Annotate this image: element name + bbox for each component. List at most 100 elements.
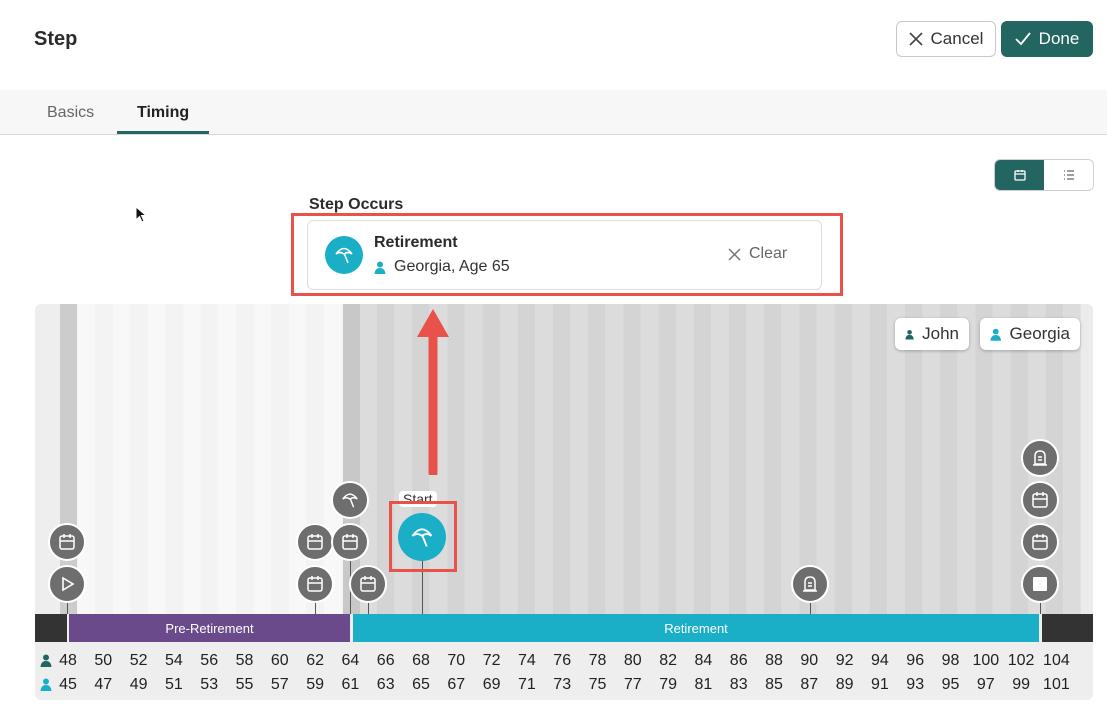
phase-pre-retirement[interactable]: Pre-Retirement — [69, 614, 350, 642]
umbrella-event[interactable] — [331, 481, 369, 519]
tab-basics[interactable]: Basics — [47, 104, 95, 121]
john-age-label: 76 — [553, 652, 572, 669]
georgia-age-label: 75 — [588, 676, 607, 693]
annotation-arrow — [417, 309, 449, 475]
year-column — [236, 304, 254, 614]
john-age-label: 80 — [623, 652, 642, 669]
john-age-label: 88 — [765, 652, 783, 669]
john-age-label: 86 — [729, 652, 748, 669]
john-age-label: 78 — [588, 652, 607, 669]
georgia-age-label: 77 — [623, 676, 642, 693]
year-column — [183, 304, 201, 614]
cancel-label: Cancel — [930, 29, 984, 48]
close-icon — [908, 32, 923, 46]
retirement-start-event[interactable] — [398, 513, 446, 561]
john-age-label: 50 — [94, 652, 113, 669]
calendar-event[interactable] — [349, 565, 387, 603]
year-column — [975, 304, 993, 614]
calendar-event[interactable] — [296, 523, 334, 561]
georgia-age-label: 65 — [412, 676, 430, 693]
year-column — [728, 304, 747, 614]
step-occurs-card[interactable]: Retirement Georgia, Age 65 Clear — [307, 220, 822, 290]
georgia-age-label: 59 — [306, 676, 324, 693]
john-age-label: 54 — [164, 652, 183, 669]
legend-john[interactable]: John — [895, 318, 969, 350]
georgia-age-label: 95 — [941, 676, 960, 693]
check-icon — [1015, 32, 1031, 46]
year-column — [711, 304, 729, 614]
calendar-icon — [1032, 534, 1048, 550]
tombstone-event[interactable] — [1021, 439, 1059, 477]
georgia-age-label: 63 — [376, 676, 395, 693]
timeline: John Georgia Start — [35, 304, 1093, 700]
john-age-label: 102 — [1007, 652, 1035, 669]
john-age-label: 62 — [306, 652, 324, 669]
play-event[interactable] — [48, 565, 86, 603]
john-age-label: 82 — [659, 652, 677, 669]
mouse-cursor-icon — [135, 206, 147, 223]
john-age-label: 48 — [59, 652, 77, 669]
year-column — [130, 304, 148, 614]
john-age-label: 92 — [835, 652, 854, 669]
page-title: Step — [34, 28, 78, 50]
calendar-event[interactable] — [48, 523, 86, 561]
john-age-label: 72 — [482, 652, 501, 669]
legend-georgia[interactable]: Georgia — [980, 318, 1080, 350]
year-column — [447, 304, 465, 614]
tombstone-event[interactable] — [791, 565, 829, 603]
calendar-event[interactable] — [1021, 523, 1059, 561]
phase-retirement[interactable]: Retirement — [353, 614, 1039, 642]
georgia-age-label: 85 — [765, 676, 783, 693]
john-age-label: 96 — [906, 652, 925, 669]
calendar-event[interactable] — [296, 565, 334, 603]
person-icon — [40, 678, 52, 691]
year-column — [112, 304, 131, 614]
georgia-age-label: 67 — [447, 676, 466, 693]
calendar-icon — [342, 534, 358, 550]
john-age-label: 90 — [800, 652, 819, 669]
play-icon — [62, 576, 75, 592]
year-column — [324, 304, 342, 614]
calendar-event[interactable] — [1021, 481, 1059, 519]
calendar-event[interactable] — [331, 523, 369, 561]
stop-event[interactable] — [1021, 565, 1059, 603]
georgia-age-label: 49 — [129, 676, 148, 693]
umbrella-icon — [342, 493, 358, 508]
year-column — [482, 304, 500, 614]
annotation-highlight-occurs — [291, 213, 843, 296]
person-icon — [905, 329, 914, 339]
list-view-button[interactable] — [1044, 160, 1093, 190]
done-button[interactable]: Done — [1001, 21, 1093, 57]
person-icon — [990, 328, 1002, 341]
calendar-icon — [307, 534, 323, 550]
year-column — [535, 304, 553, 614]
georgia-age-label: 61 — [341, 676, 360, 693]
john-age-label: 84 — [694, 652, 713, 669]
year-column — [640, 304, 659, 614]
year-column — [95, 304, 113, 614]
year-column — [658, 304, 676, 614]
event-person: Georgia, Age 65 — [374, 258, 510, 276]
georgia-age-label: 79 — [659, 676, 677, 693]
year-column — [781, 304, 800, 614]
calendar-view-button[interactable] — [995, 160, 1044, 190]
calendar-icon — [1013, 170, 1026, 181]
georgia-age-label: 69 — [482, 676, 501, 693]
cancel-button[interactable]: Cancel — [896, 21, 996, 57]
year-column — [218, 304, 236, 614]
year-column — [77, 304, 96, 614]
year-column — [834, 304, 852, 614]
year-column — [165, 304, 184, 614]
georgia-age-label: 83 — [729, 676, 748, 693]
year-column — [253, 304, 272, 614]
clear-button[interactable]: Clear — [728, 245, 787, 263]
done-label: Done — [1038, 29, 1080, 48]
georgia-age-label: 73 — [553, 676, 572, 693]
tab-timing[interactable]: Timing — [137, 104, 190, 121]
year-column — [271, 304, 289, 614]
legend-georgia-label: Georgia — [1009, 324, 1070, 343]
georgia-age-label: 89 — [835, 676, 854, 693]
year-column — [799, 304, 817, 614]
year-column — [869, 304, 888, 614]
phase-after — [1042, 614, 1093, 642]
